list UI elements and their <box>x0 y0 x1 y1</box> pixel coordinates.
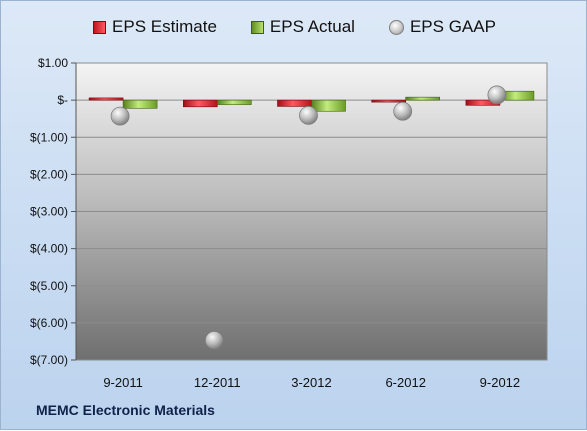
legend-item-gaap: EPS GAAP <box>388 17 496 37</box>
x-tick-label: 6-2012 <box>385 375 425 390</box>
y-tick-label: $(1.00) <box>30 130 68 144</box>
legend-item-actual: EPS Actual <box>250 17 355 37</box>
y-tick-label: $(4.00) <box>30 242 68 256</box>
x-tick-label: 9-2012 <box>480 375 520 390</box>
x-axis: 9-2011 12-2011 3-2012 6-2012 9-2012 <box>103 375 520 390</box>
bar-eps-estimate <box>183 99 218 108</box>
legend-label-estimate: EPS Estimate <box>112 17 217 36</box>
point-eps-gaap <box>393 101 413 121</box>
x-tick-label: 12-2011 <box>194 375 241 390</box>
point-eps-gaap <box>110 106 130 126</box>
bar-eps-actual <box>311 99 346 112</box>
company-name: MEMC Electronic Materials <box>36 402 215 418</box>
bar-eps-estimate <box>277 99 312 107</box>
legend-swatch-actual <box>250 20 264 34</box>
y-tick-label: $- <box>57 93 68 107</box>
y-tick-label: $(3.00) <box>30 205 68 219</box>
bar-eps-actual <box>405 96 441 101</box>
legend-swatch-estimate <box>93 20 107 34</box>
legend-swatch-gaap <box>388 19 404 35</box>
y-tick-label: $(7.00) <box>30 353 68 367</box>
y-tick-label: $(2.00) <box>30 167 68 181</box>
legend: EPS Estimate EPS Actual EPS GAAP <box>1 17 587 37</box>
point-eps-gaap <box>204 330 224 350</box>
data-marks <box>88 85 535 350</box>
bar-eps-estimate <box>88 97 124 101</box>
bar-eps-actual <box>217 99 252 105</box>
point-eps-gaap <box>299 105 318 125</box>
y-axis: $1.00 $- $(1.00) $(2.00) $(3.00) $(4.00) $(5.0… <box>30 56 77 367</box>
x-tick-label: 3-2012 <box>291 375 331 390</box>
bar-eps-actual <box>122 99 158 109</box>
x-tick-label: 9-2011 <box>103 375 143 390</box>
legend-label-gaap: EPS GAAP <box>409 17 496 36</box>
y-tick-label: $(6.00) <box>30 316 68 330</box>
legend-label-actual: EPS Actual <box>269 17 355 36</box>
y-tick-label: $1.00 <box>38 56 68 70</box>
bar-eps-estimate <box>371 99 407 103</box>
legend-item-estimate: EPS Estimate <box>93 17 217 37</box>
point-eps-gaap <box>487 85 507 105</box>
y-tick-label: $(5.00) <box>30 279 68 293</box>
